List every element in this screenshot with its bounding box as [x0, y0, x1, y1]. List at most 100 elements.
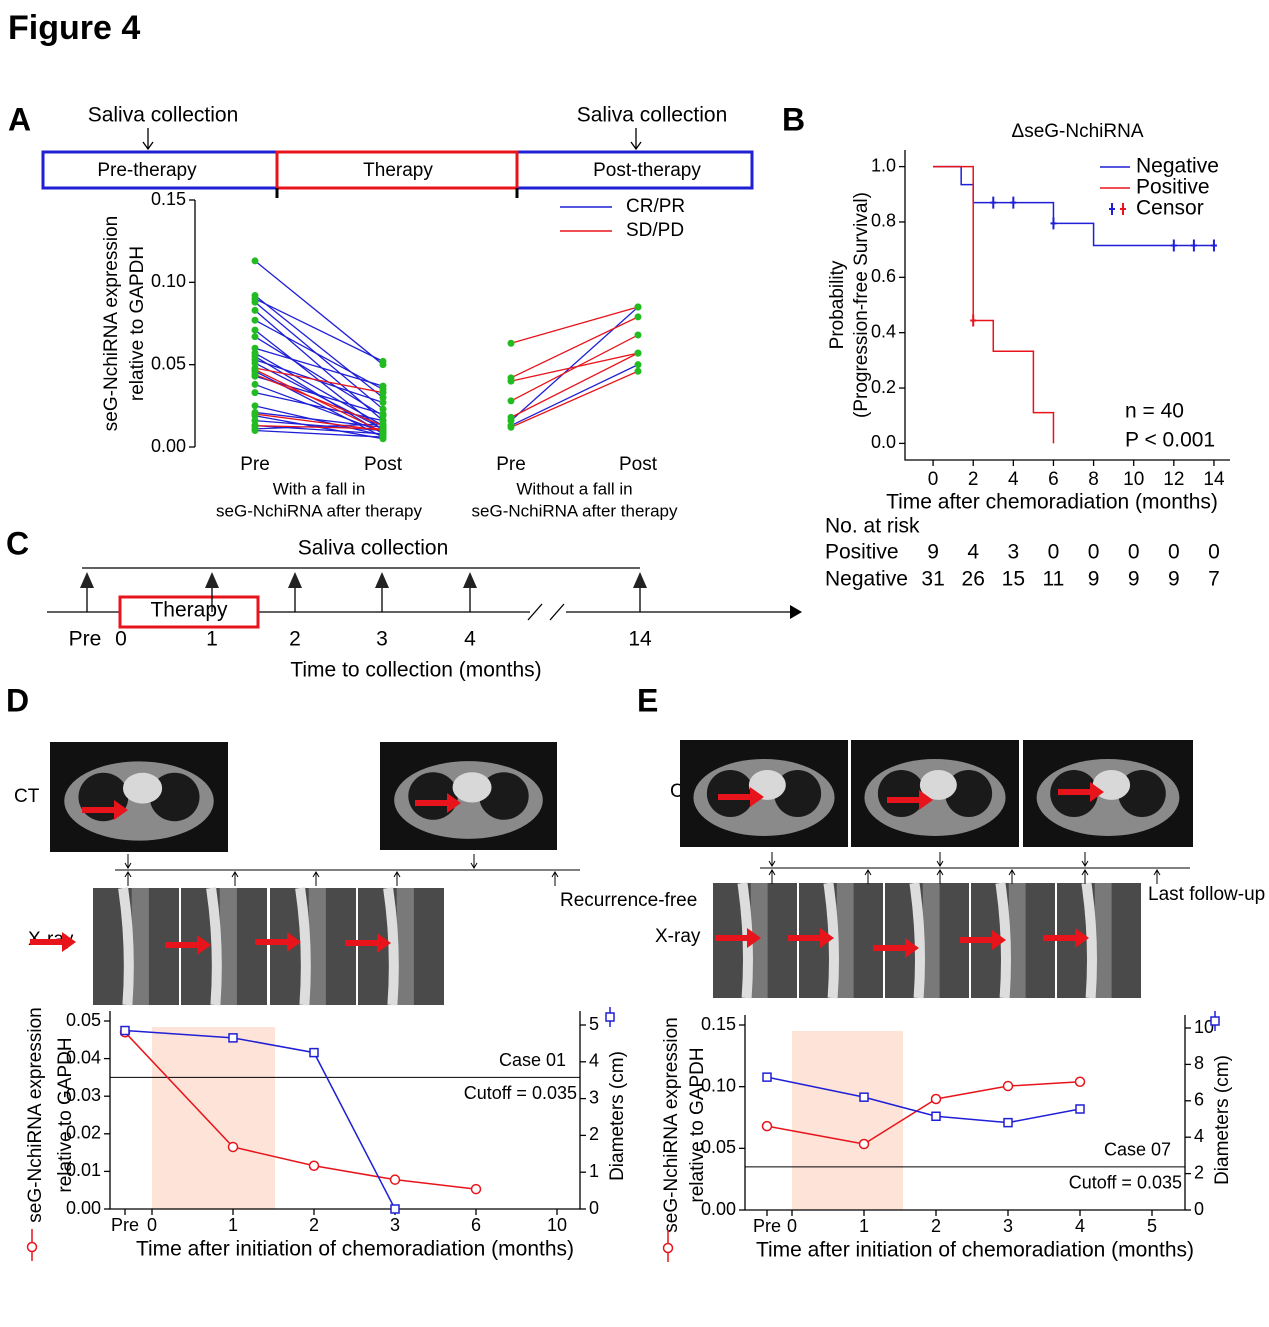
- y-tick-label: 2: [589, 1124, 599, 1144]
- xray-spine: [1008, 883, 1026, 998]
- x-tick-label: 14: [1203, 469, 1225, 490]
- series-line: [124, 1029, 396, 1210]
- point: [251, 402, 259, 410]
- ct-heart: [748, 769, 786, 800]
- point: [634, 367, 642, 375]
- legend-label: SD/PD: [626, 220, 684, 241]
- pair-line: [510, 370, 639, 428]
- censor-mark: [1170, 239, 1177, 252]
- point: [251, 326, 259, 334]
- y-tick-label: 0: [589, 1198, 599, 1218]
- risk-value: 15: [1002, 568, 1025, 591]
- point: [251, 410, 259, 418]
- y-axis-label: seG-NchiRNA expression: [101, 216, 122, 431]
- xray-spine: [308, 888, 326, 1005]
- arrow-down: [470, 854, 478, 869]
- arrow: [142, 128, 642, 151]
- timeline-tick-label: 4: [464, 628, 476, 651]
- point: [251, 427, 259, 435]
- arrow-down: [768, 852, 776, 867]
- annotation: P < 0.001: [1125, 429, 1215, 452]
- y-tick-label: 4: [1194, 1126, 1204, 1146]
- axis-break: [527, 603, 565, 621]
- censor-mark: [1210, 239, 1217, 252]
- annotation: n = 40: [1125, 400, 1184, 423]
- arrow-up: [1008, 869, 1016, 884]
- point: [251, 389, 259, 397]
- point: [309, 1047, 319, 1058]
- legend-marker: [26, 1241, 38, 1253]
- pair-line: [510, 334, 639, 402]
- pair-line: [254, 424, 384, 430]
- xray-spine: [219, 888, 237, 1005]
- risk-title: No. at risk: [825, 515, 920, 538]
- timeline-label: Saliva collection: [88, 104, 239, 127]
- arrow-up: [936, 869, 944, 884]
- arrow-up: [864, 869, 872, 884]
- x-tick-label: 8: [1088, 469, 1099, 490]
- arrow-head: [80, 572, 94, 588]
- annotation: Cutoff = 0.035: [1069, 1173, 1182, 1193]
- ct-lung: [149, 772, 200, 822]
- red-arrow: [715, 928, 761, 948]
- x-axis-label: Time after initiation of chemoradiation …: [136, 1238, 574, 1261]
- risk-value: 9: [1168, 568, 1180, 591]
- pair-line: [510, 306, 639, 344]
- timeline-tick-label: 2: [289, 628, 301, 651]
- x-tick-label: Post: [619, 454, 658, 475]
- y-tick-label: 5: [589, 1014, 599, 1034]
- point: [379, 399, 387, 407]
- risk-value: 0: [1128, 541, 1140, 564]
- xray-esophagus: [206, 887, 222, 1006]
- image-label: X-ray: [655, 926, 701, 947]
- x-tick-label: Post: [364, 454, 403, 475]
- timeline-title: Saliva collection: [298, 537, 449, 560]
- pair-line: [254, 352, 384, 427]
- point: [379, 382, 387, 390]
- xray-esophagus: [909, 882, 925, 999]
- point: [507, 397, 515, 405]
- y2-axis-label: Diameters (cm): [607, 1051, 628, 1181]
- y-tick-label: 0.6: [871, 266, 896, 286]
- risk-value: 11: [1043, 568, 1065, 591]
- y-tick-label: 4: [589, 1051, 599, 1071]
- pair-line: [254, 301, 384, 410]
- y-tick-label: 0.10: [151, 271, 186, 291]
- ct-heart: [122, 772, 163, 804]
- risk-value: 4: [967, 541, 979, 564]
- point: [251, 333, 259, 341]
- point: [634, 331, 642, 339]
- point: [634, 313, 642, 321]
- point: [1002, 1080, 1014, 1092]
- legend-label: Censor: [1136, 197, 1204, 220]
- point: [379, 433, 387, 441]
- axes: [904, 150, 1230, 461]
- pair-line: [254, 373, 384, 427]
- pair-line: [254, 369, 384, 433]
- censor-mark: [1190, 239, 1197, 252]
- ct-lung: [877, 769, 925, 818]
- legend-label: CR/PR: [626, 196, 685, 217]
- point: [507, 339, 515, 347]
- y-tick-label: 0.04: [66, 1047, 101, 1067]
- y-tick-label: 0.15: [151, 189, 186, 209]
- pair-line: [510, 352, 639, 382]
- pair-line: [254, 392, 384, 422]
- point: [634, 303, 642, 311]
- y-tick-label: 0.00: [66, 1198, 101, 1218]
- risk-value: 31: [921, 568, 944, 591]
- x-tick-label: 2: [931, 1216, 941, 1236]
- point: [251, 316, 259, 324]
- point: [251, 306, 259, 314]
- red-arrow: [718, 787, 764, 807]
- point: [470, 1183, 482, 1195]
- phase-label: Post-therapy: [593, 160, 701, 181]
- legend-marker: [605, 1012, 615, 1022]
- x-tick-label: 0: [147, 1215, 157, 1235]
- arrow-up: [1081, 869, 1089, 884]
- point: [251, 344, 259, 352]
- y-tick-label: 0.8: [871, 211, 896, 231]
- panel-label: B: [782, 101, 805, 137]
- risk-value: 0: [1168, 541, 1180, 564]
